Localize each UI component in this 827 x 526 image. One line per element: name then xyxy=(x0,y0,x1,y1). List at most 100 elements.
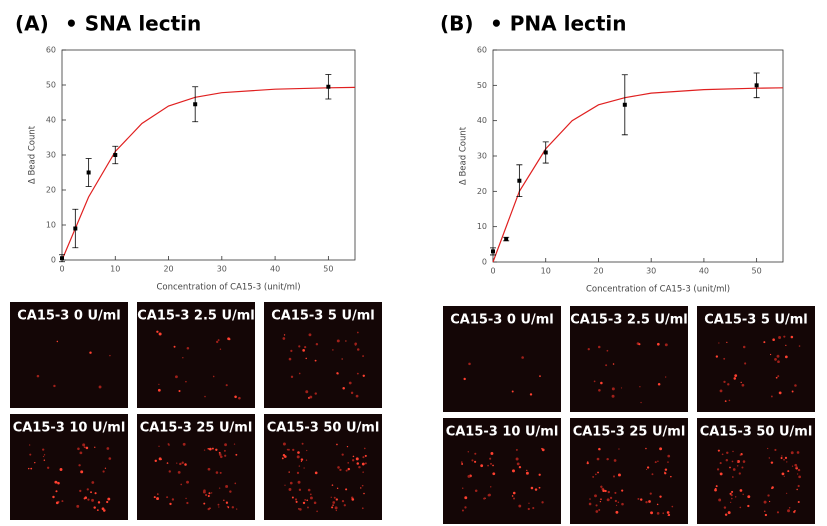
bead xyxy=(589,498,591,500)
bead xyxy=(723,380,726,384)
bead xyxy=(615,504,618,506)
bead xyxy=(719,462,722,465)
bead xyxy=(154,459,157,463)
bead xyxy=(471,459,474,462)
bead xyxy=(233,443,236,445)
x-tick-label: 40 xyxy=(270,265,280,274)
bead xyxy=(785,344,787,346)
bead xyxy=(747,504,750,508)
bead xyxy=(158,332,162,336)
bead xyxy=(594,494,597,498)
bead xyxy=(177,471,181,474)
bead xyxy=(776,511,780,514)
bead xyxy=(284,484,286,486)
bead xyxy=(598,447,601,451)
bead xyxy=(527,507,530,511)
bead xyxy=(56,340,59,343)
bead xyxy=(651,473,654,476)
bead xyxy=(98,385,102,389)
bead xyxy=(57,481,60,485)
bead xyxy=(208,492,211,495)
bead xyxy=(604,489,607,493)
bead xyxy=(511,469,515,473)
micrograph-label: CA15-3 0 U/ml xyxy=(17,309,121,324)
bead xyxy=(541,448,545,452)
bead xyxy=(298,465,301,467)
bead xyxy=(309,496,313,500)
bead xyxy=(219,455,223,459)
bead xyxy=(463,377,466,381)
bead xyxy=(208,447,212,451)
bead xyxy=(671,505,674,508)
bead xyxy=(227,337,230,341)
bead xyxy=(726,451,729,455)
bead xyxy=(606,498,610,502)
bead xyxy=(797,500,800,504)
bead xyxy=(350,391,354,395)
bead xyxy=(238,396,241,400)
bead xyxy=(36,374,40,378)
bead xyxy=(770,395,773,398)
bead xyxy=(487,464,489,467)
bead xyxy=(598,389,601,392)
bead xyxy=(768,457,771,459)
bead xyxy=(345,488,348,491)
y-axis-label: Δ Bead Count xyxy=(459,126,469,185)
bead xyxy=(723,506,727,509)
bead xyxy=(235,453,238,456)
bead xyxy=(664,472,667,475)
bead xyxy=(716,468,720,471)
bead xyxy=(356,462,360,465)
bead xyxy=(156,330,159,333)
x-tick-label: 20 xyxy=(593,267,603,276)
bead xyxy=(296,471,300,475)
bead xyxy=(223,449,226,452)
bead xyxy=(30,467,33,470)
bead xyxy=(612,363,615,365)
bead xyxy=(718,342,720,344)
bead xyxy=(234,482,237,485)
bead xyxy=(79,451,83,455)
bead xyxy=(613,459,617,462)
bead xyxy=(211,447,214,450)
bead xyxy=(87,498,90,501)
micrograph-label: CA15-3 5 U/ml xyxy=(271,309,375,324)
bead xyxy=(518,466,522,469)
micrograph: CA15-3 2.5 U/ml xyxy=(137,302,255,408)
bead xyxy=(288,357,292,361)
bead xyxy=(600,498,602,500)
bead xyxy=(489,457,492,460)
bead xyxy=(295,500,298,503)
bead xyxy=(204,493,208,497)
bead xyxy=(348,381,352,385)
bead xyxy=(787,509,791,513)
bead xyxy=(659,495,662,498)
bead xyxy=(330,496,332,498)
bead xyxy=(76,504,80,508)
bead xyxy=(657,382,661,386)
bead xyxy=(515,448,518,451)
y-tick-label: 40 xyxy=(46,116,56,125)
bead xyxy=(769,353,772,356)
bead xyxy=(314,359,317,362)
bead xyxy=(714,488,717,492)
bead xyxy=(54,480,58,484)
bead xyxy=(730,501,732,503)
bead xyxy=(490,452,494,455)
bead xyxy=(212,375,215,378)
bead xyxy=(657,460,659,463)
bead xyxy=(780,457,783,460)
bead xyxy=(763,341,766,344)
bead xyxy=(798,345,801,347)
plot-frame xyxy=(61,49,356,261)
bead xyxy=(797,484,800,488)
bead xyxy=(302,501,306,505)
bead xyxy=(592,475,595,478)
bead xyxy=(736,465,739,467)
bead xyxy=(600,485,603,488)
bead xyxy=(617,473,621,477)
y-tick-label: 30 xyxy=(477,152,487,161)
bead xyxy=(518,504,522,508)
bead xyxy=(290,375,294,379)
bead xyxy=(362,471,364,473)
